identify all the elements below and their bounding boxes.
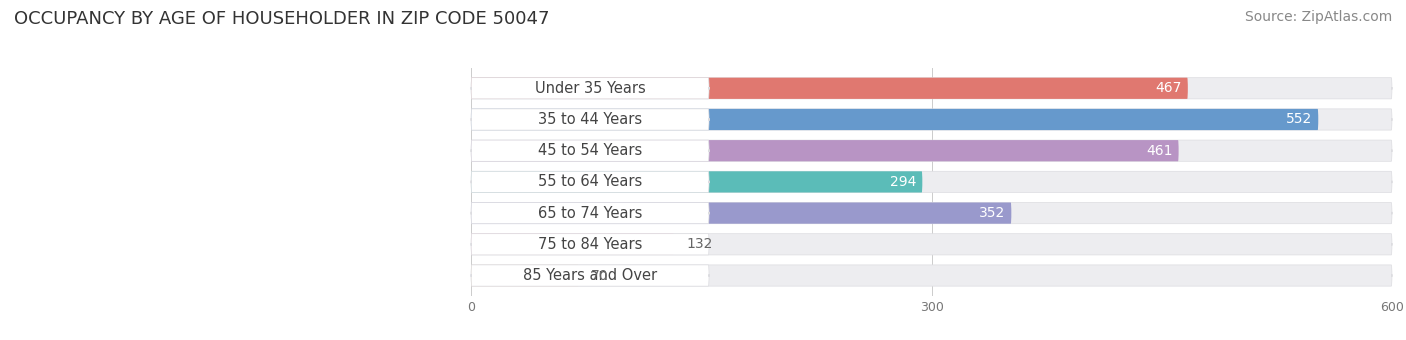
FancyBboxPatch shape [471, 203, 709, 224]
FancyBboxPatch shape [471, 234, 673, 255]
FancyBboxPatch shape [471, 109, 709, 130]
FancyBboxPatch shape [471, 140, 1178, 161]
FancyBboxPatch shape [471, 203, 1011, 224]
Text: OCCUPANCY BY AGE OF HOUSEHOLDER IN ZIP CODE 50047: OCCUPANCY BY AGE OF HOUSEHOLDER IN ZIP C… [14, 10, 550, 28]
FancyBboxPatch shape [471, 140, 1392, 161]
Text: 35 to 44 Years: 35 to 44 Years [538, 112, 643, 127]
Text: 352: 352 [979, 206, 1005, 220]
FancyBboxPatch shape [471, 265, 579, 286]
Text: 65 to 74 Years: 65 to 74 Years [538, 206, 643, 221]
Text: 55 to 64 Years: 55 to 64 Years [538, 174, 643, 189]
FancyBboxPatch shape [471, 265, 709, 286]
FancyBboxPatch shape [471, 78, 709, 99]
FancyBboxPatch shape [471, 171, 709, 192]
Text: 70: 70 [591, 269, 609, 283]
FancyBboxPatch shape [471, 78, 1392, 99]
Text: 552: 552 [1286, 113, 1312, 126]
Text: 75 to 84 Years: 75 to 84 Years [538, 237, 643, 252]
FancyBboxPatch shape [471, 171, 1392, 192]
FancyBboxPatch shape [471, 78, 1188, 99]
Text: 461: 461 [1146, 144, 1173, 158]
Text: Under 35 Years: Under 35 Years [534, 81, 645, 96]
Text: 132: 132 [686, 237, 713, 251]
Text: 294: 294 [890, 175, 917, 189]
FancyBboxPatch shape [471, 234, 1392, 255]
FancyBboxPatch shape [471, 109, 1392, 130]
FancyBboxPatch shape [471, 109, 1319, 130]
Text: 45 to 54 Years: 45 to 54 Years [538, 143, 643, 158]
FancyBboxPatch shape [471, 234, 709, 255]
Text: Source: ZipAtlas.com: Source: ZipAtlas.com [1244, 10, 1392, 24]
FancyBboxPatch shape [471, 265, 1392, 286]
Text: 85 Years and Over: 85 Years and Over [523, 268, 657, 283]
Text: 467: 467 [1156, 81, 1181, 95]
FancyBboxPatch shape [471, 140, 709, 161]
FancyBboxPatch shape [471, 203, 1392, 224]
FancyBboxPatch shape [471, 171, 922, 192]
